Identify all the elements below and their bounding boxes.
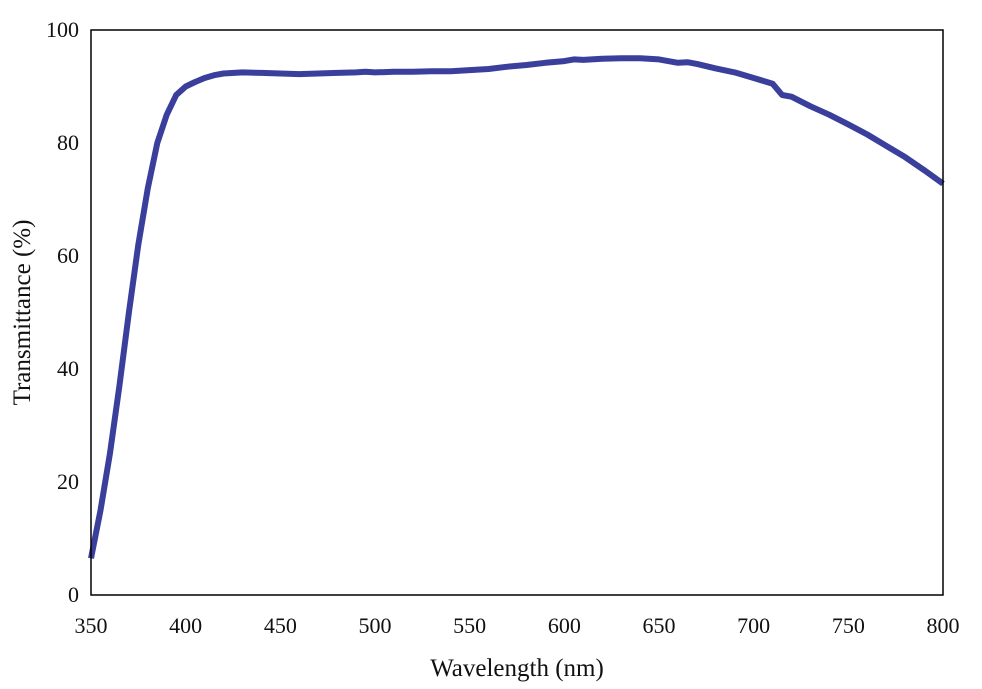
y-tick-label: 20 <box>57 469 79 494</box>
y-axis-ticks: 0 20 40 60 80 100 <box>46 17 79 607</box>
x-tick-label: 500 <box>359 613 392 638</box>
x-tick-label: 750 <box>832 613 865 638</box>
x-axis-ticks: 350 400 450 500 550 600 650 700 750 800 <box>75 613 960 638</box>
y-axis-title: Transmittance (%) <box>9 220 36 406</box>
x-tick-label: 700 <box>737 613 770 638</box>
y-tick-label: 40 <box>57 356 79 381</box>
series-line <box>88 55 945 559</box>
y-tick-label: 60 <box>57 243 79 268</box>
y-tick-label: 0 <box>68 582 79 607</box>
x-tick-label: 350 <box>75 613 108 638</box>
y-tick-label: 80 <box>57 130 79 155</box>
x-tick-label: 800 <box>927 613 960 638</box>
plot-area-frame <box>90 29 944 596</box>
series-layer <box>88 55 945 559</box>
x-tick-label: 450 <box>264 613 297 638</box>
x-tick-label: 650 <box>643 613 676 638</box>
x-axis-title: Wavelength (nm) <box>430 655 604 682</box>
x-tick-label: 600 <box>548 613 581 638</box>
x-tick-label: 400 <box>169 613 202 638</box>
y-tick-label: 100 <box>46 17 79 42</box>
x-tick-label: 550 <box>453 613 486 638</box>
